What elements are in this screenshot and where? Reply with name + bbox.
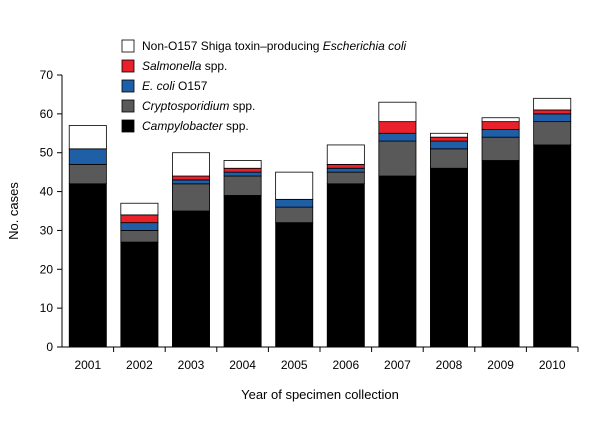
y-tick-label: 30 — [40, 223, 54, 237]
bar-segment — [326, 144, 365, 165]
legend-label-part: Non-O157 Shiga toxin–producing — [142, 39, 323, 53]
bar-segment — [326, 163, 365, 169]
legend-swatch — [121, 59, 135, 73]
legend-item: Non-O157 Shiga toxin–producing Escherich… — [121, 39, 406, 53]
bar-segment — [378, 175, 417, 348]
x-tick-label: 2005 — [281, 358, 308, 372]
bar-segment — [378, 121, 417, 134]
bar-segment — [275, 171, 314, 200]
bar-segment — [120, 202, 159, 216]
bar-segment — [68, 148, 107, 165]
bar-segment — [172, 175, 210, 181]
y-tick-label: 40 — [40, 185, 54, 199]
legend-item: Salmonella spp. — [121, 59, 227, 73]
bar-segment — [120, 230, 159, 243]
bars-layer — [68, 97, 572, 348]
x-tick-label: 2008 — [436, 358, 463, 372]
x-tick-label: 2009 — [487, 358, 514, 372]
y-ticks: 0 10 20 30 40 50 60 70 — [40, 68, 62, 354]
bar-segment — [223, 171, 262, 177]
legend-swatch — [121, 39, 135, 53]
y-tick-label: 0 — [46, 340, 53, 354]
bar-segment — [481, 160, 520, 348]
x-tick-label: 2001 — [74, 358, 101, 372]
bar-segment — [533, 109, 572, 115]
x-tick-label: 2010 — [539, 358, 566, 372]
bar-segment — [326, 167, 365, 173]
bar-segment — [68, 183, 107, 348]
bar-segment — [378, 101, 417, 123]
y-tick-label: 60 — [40, 107, 54, 121]
legend-label-part: Salmonella — [142, 59, 202, 73]
y-tick-label: 70 — [40, 68, 54, 82]
bar-segment — [481, 117, 520, 123]
bar-segment — [223, 175, 262, 196]
x-ticks: 2001 2002 2003 2004 2005 2006 2007 2008 2009 2010 — [74, 347, 579, 372]
bar-segment — [378, 140, 417, 177]
legend-label-part: spp. — [229, 99, 255, 113]
legend: Non-O157 Shiga toxin–producing Escherich… — [121, 39, 406, 133]
y-tick-label: 50 — [40, 146, 54, 160]
x-tick-label: 2003 — [178, 358, 205, 372]
legend-label-part: spp. — [201, 59, 227, 73]
x-tick-label: 2002 — [126, 358, 153, 372]
bar-segment — [481, 121, 520, 130]
bar-segment — [275, 198, 314, 208]
bar-segment — [172, 152, 210, 177]
bar-segment — [275, 222, 314, 348]
bar-segment — [533, 121, 572, 146]
legend-label-part: Escherichia coli — [323, 39, 407, 53]
x-tick-label: 2006 — [332, 358, 359, 372]
bar-segment — [533, 97, 572, 111]
legend-item: Cryptosporidium spp. — [121, 99, 255, 113]
bar-segment — [533, 144, 572, 348]
bar-segment — [120, 222, 159, 231]
legend-label: Salmonella spp. — [142, 59, 227, 73]
bar-segment — [481, 136, 520, 161]
bar-segment — [430, 132, 468, 138]
legend-label-part: Cryptosporidium — [142, 99, 229, 113]
y-tick-label: 10 — [40, 301, 54, 315]
legend-swatch — [121, 79, 135, 93]
bar-segment — [223, 167, 262, 173]
bar-segment — [223, 160, 262, 169]
legend-item: Campylobacter spp. — [121, 119, 249, 133]
bar-segment — [481, 128, 520, 138]
bar-segment — [430, 167, 468, 348]
legend-label: Cryptosporidium spp. — [142, 99, 255, 113]
bar-segment — [430, 148, 468, 169]
bar-segment — [68, 125, 107, 150]
legend-swatch — [121, 99, 135, 113]
legend-label-part: Campylobacter — [142, 119, 224, 133]
x-axis-title: Year of specimen collection — [241, 387, 399, 402]
x-tick-label: 2007 — [384, 358, 411, 372]
y-tick-label: 20 — [40, 262, 54, 276]
bar-segment — [430, 140, 468, 150]
legend-label: Non-O157 Shiga toxin–producing Escherich… — [142, 39, 406, 53]
y-axis-title: No. cases — [6, 182, 21, 240]
legend-label: E. coli O157 — [142, 79, 208, 93]
legend-item: E. coli O157 — [121, 79, 208, 93]
bar-segment — [326, 171, 365, 185]
bar-segment — [378, 132, 417, 142]
bar-segment — [120, 214, 159, 224]
bar-segment — [172, 183, 210, 212]
bar-segment — [326, 183, 365, 348]
legend-label-part: spp. — [223, 119, 249, 133]
legend-label-part: E. coli — [142, 79, 175, 93]
bar-segment — [120, 241, 159, 348]
bar-segment — [172, 179, 210, 185]
legend-label-part: O157 — [175, 79, 208, 93]
x-tick-label: 2004 — [229, 358, 256, 372]
legend-label: Campylobacter spp. — [142, 119, 249, 133]
legend-swatch — [121, 119, 135, 133]
bar-segment — [275, 206, 314, 224]
bar-segment — [68, 163, 107, 185]
bar-segment — [223, 195, 262, 348]
bar-segment — [172, 210, 210, 348]
bar-segment — [430, 136, 468, 142]
bar-segment — [533, 113, 572, 123]
